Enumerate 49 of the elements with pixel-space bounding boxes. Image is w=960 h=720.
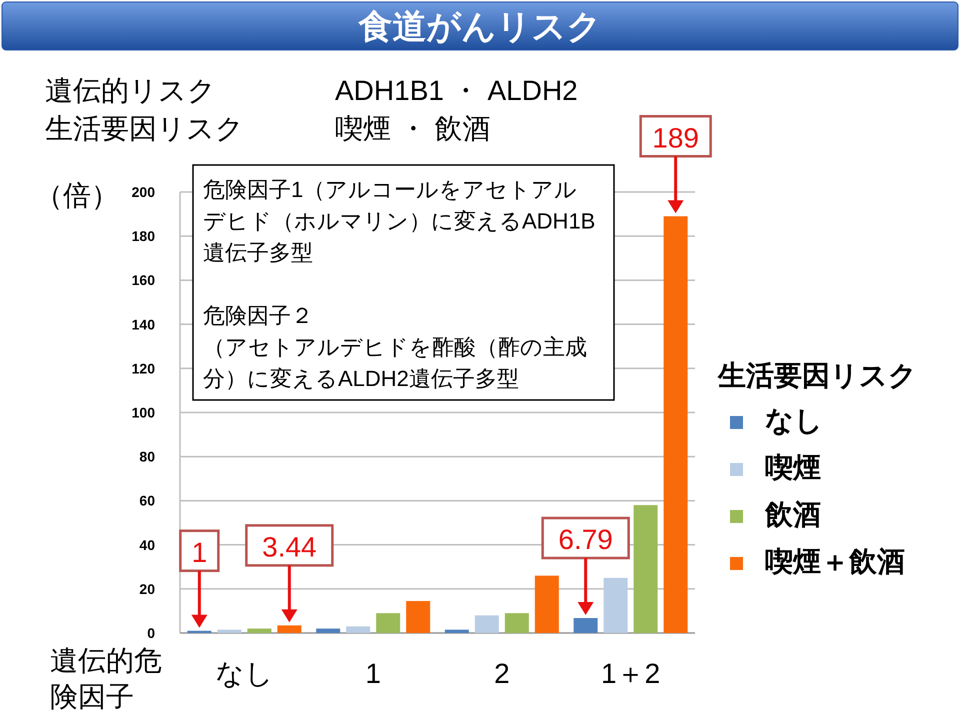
bar	[376, 613, 400, 633]
text: 喫煙 ・ 飲酒	[335, 113, 491, 144]
bar	[406, 601, 430, 633]
y-tick-label: 60	[139, 492, 156, 509]
bar	[346, 626, 370, 633]
text: 遺伝的リスク	[45, 75, 216, 106]
x-tick-label: 1	[365, 658, 381, 689]
text: 生活要因リスク	[45, 113, 244, 144]
legend-title: 生活要因リスク	[717, 360, 917, 391]
bar	[316, 628, 340, 633]
bar	[664, 216, 688, 633]
y-tick-label: 100	[132, 404, 156, 420]
legend-label: なし	[765, 405, 823, 436]
x-tick-label: 2	[494, 658, 510, 689]
bar	[277, 625, 302, 633]
bar	[534, 576, 559, 633]
data-label: 3.44	[262, 531, 317, 562]
bar	[444, 630, 469, 633]
annotation: （アセトアルデヒドを酢酸（酢の主成分）に変えるALDH2遺伝子多型	[203, 334, 587, 391]
bar	[217, 630, 242, 633]
legend-label: 喫煙	[765, 452, 821, 483]
y-axis-title: （倍）	[35, 180, 119, 211]
bar	[604, 578, 628, 633]
y-tick-label: 200	[132, 184, 156, 200]
y-tick-label: 80	[139, 448, 156, 465]
y-tick-label: 160	[132, 272, 156, 288]
bar	[474, 615, 499, 633]
y-tick-label: 120	[132, 360, 156, 376]
data-label: 1	[192, 536, 208, 568]
bar	[634, 505, 658, 633]
x-tick-label: なし	[215, 658, 274, 689]
bar	[247, 628, 272, 633]
chart-title: 食道がんリスク	[358, 8, 602, 46]
y-tick-label: 0	[147, 625, 156, 641]
y-tick-label: 140	[132, 316, 156, 332]
legend-label: 喫煙＋飲酒	[765, 546, 905, 577]
data-label: 189	[652, 122, 699, 154]
x-axis-title: 遺伝的危険因子	[50, 645, 162, 712]
data-label: 6.79	[558, 524, 613, 556]
bar	[504, 613, 529, 633]
bar	[574, 618, 598, 633]
text: ADH1B1 ・ ALDH2	[335, 75, 578, 106]
y-tick-label: 20	[139, 580, 156, 597]
legend-label: 飲酒	[764, 499, 821, 530]
annotation: 危険因子1（アルコールをアセトアルデヒド（ホルマリン）に変えるADH1B遺伝子多型	[203, 177, 596, 265]
y-tick-label: 180	[132, 228, 156, 244]
y-tick-label: 40	[139, 536, 156, 553]
x-tick-label: 1＋2	[601, 658, 660, 689]
annotation: 危険因子２	[203, 303, 313, 328]
